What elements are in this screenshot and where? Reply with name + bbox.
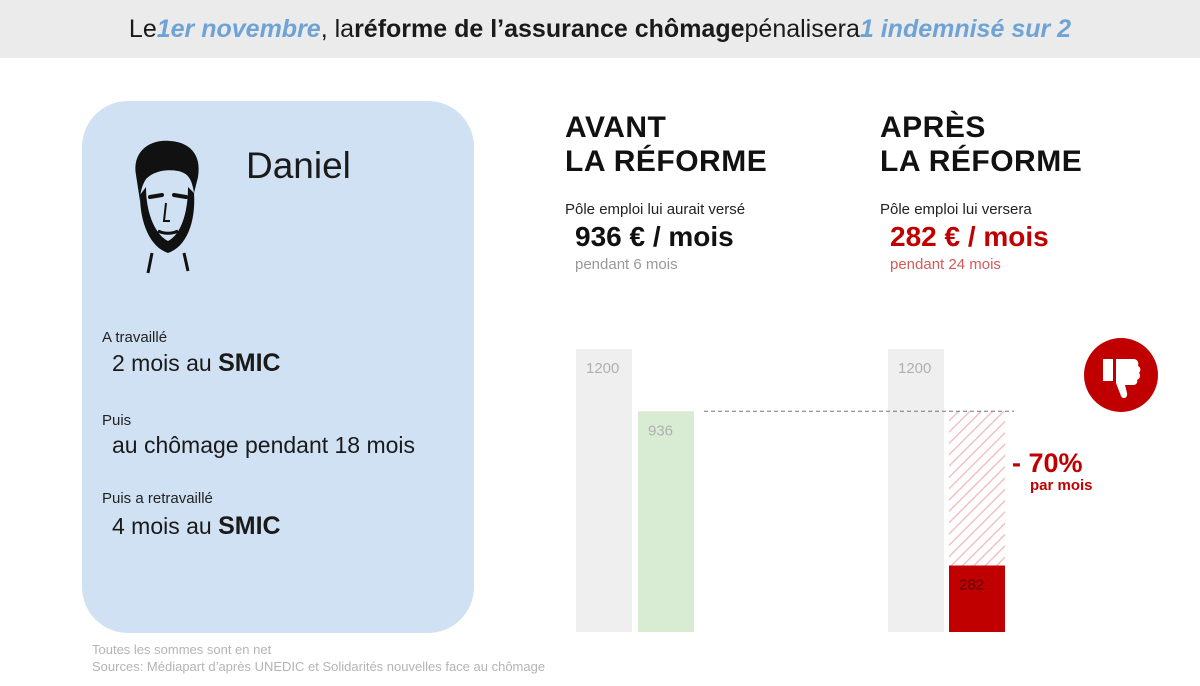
label-worked: A travaillé: [102, 329, 168, 346]
after-amount: 282 € / mois: [890, 221, 1049, 252]
headline-part2: , la: [320, 14, 355, 43]
after-title: APRÈS LA RÉFORME: [880, 111, 1083, 178]
profile-card: Daniel A travaillé 2 mois au SMIC Puis a…: [82, 101, 474, 633]
value-worked: 2 mois au SMIC: [112, 349, 281, 378]
label-then: Puis: [102, 412, 132, 429]
profile-name: Daniel: [246, 145, 351, 186]
before-title: AVANT LA RÉFORME: [565, 111, 768, 178]
bar-label-before-value: 936: [648, 422, 673, 439]
headline-part3: pénalisera: [744, 14, 860, 43]
thumbs-down-icon: [1084, 338, 1158, 412]
value-rework-text: 4 mois au: [112, 513, 219, 539]
after-caption: Pôle emploi lui versera: [880, 201, 1032, 218]
drop-percent: - 70%: [1012, 448, 1083, 478]
value-rework-smic: SMIC: [218, 512, 281, 540]
label-rework: Puis a retravaillé: [102, 490, 213, 507]
headline-date: 1er novembre: [156, 14, 321, 43]
bar-label-before-reference: 1200: [586, 360, 619, 377]
headline-part1: Le: [128, 14, 157, 43]
footer-sources: Sources: Médiapart d’après UNEDIC et Sol…: [92, 659, 546, 674]
before-duration: pendant 6 mois: [575, 256, 678, 273]
bar-label-after-reference: 1200: [898, 360, 931, 377]
portrait-sketch-icon: [135, 140, 199, 274]
value-worked-text: 2 mois au: [112, 350, 219, 376]
bar-before-value: [638, 411, 694, 632]
headline-ratio: 1 indemnisé sur 2: [859, 14, 1072, 43]
drop-unit: par mois: [1030, 477, 1093, 494]
lost-amount-hatch: [949, 411, 1005, 566]
bar-before-reference: [576, 349, 632, 632]
headline: Le 1er novembre, la réforme de l’assuran…: [0, 0, 1200, 58]
value-unemployed: au chômage pendant 18 mois: [112, 432, 416, 458]
before-caption: Pôle emploi lui aurait versé: [565, 201, 746, 218]
bar-after-value: [949, 565, 1005, 632]
bar-after-reference: [888, 349, 944, 632]
headline-reform: réforme de l’assurance chômage: [354, 14, 745, 43]
before-amount: 936 € / mois: [575, 221, 734, 252]
footer-note: Toutes les sommes sont en net: [92, 642, 272, 657]
value-worked-smic: SMIC: [218, 349, 281, 377]
after-duration: pendant 24 mois: [890, 256, 1001, 273]
value-rework: 4 mois au SMIC: [112, 512, 281, 541]
bar-label-after-value: 282: [959, 576, 984, 593]
